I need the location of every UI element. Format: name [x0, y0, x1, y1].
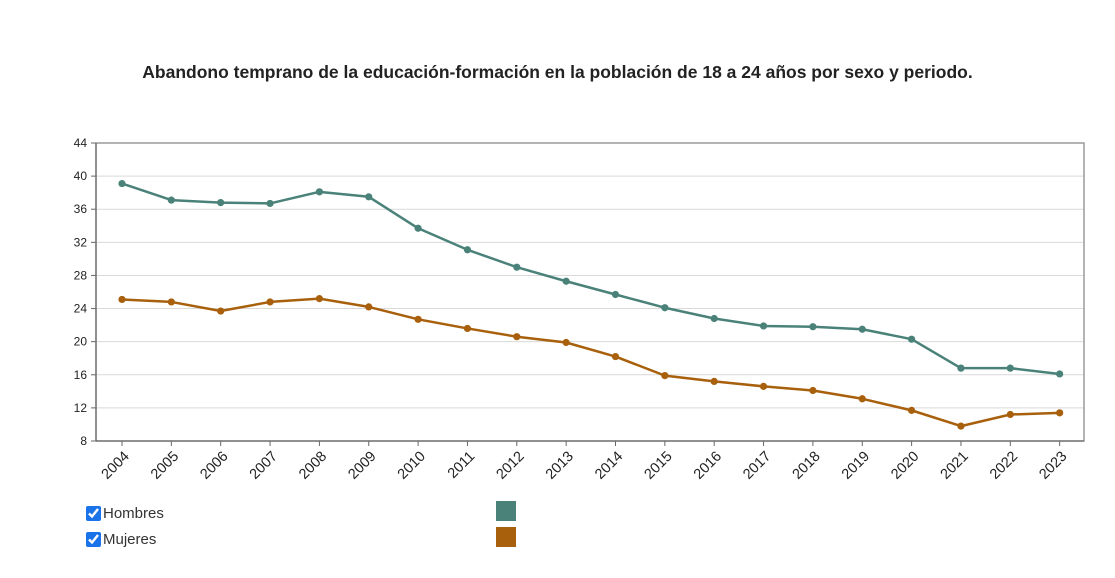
- x-tick-label: 2012: [493, 449, 527, 483]
- data-point-hombres: [908, 335, 916, 343]
- data-point-mujeres: [562, 338, 570, 347]
- mujeres-checkbox[interactable]: [86, 532, 101, 547]
- data-point-hombres: [661, 304, 669, 312]
- mujeres-color-swatch: [496, 527, 516, 547]
- y-tick-label: 32: [74, 235, 88, 249]
- x-tick-label: 2022: [987, 449, 1021, 483]
- y-tick-label: 24: [74, 302, 88, 316]
- data-point-hombres: [463, 246, 472, 254]
- y-tick-label: 40: [74, 169, 88, 183]
- data-point-mujeres: [167, 298, 175, 306]
- data-point-hombres: [365, 193, 373, 201]
- x-tick-label: 2016: [691, 449, 725, 483]
- data-point-hombres: [809, 323, 817, 331]
- data-point-mujeres: [315, 295, 323, 303]
- data-point-mujeres: [118, 295, 126, 304]
- y-tick-label: 20: [74, 335, 88, 349]
- x-tick-label: 2021: [938, 449, 972, 483]
- legend-item-hombres[interactable]: Hombres: [86, 505, 164, 522]
- x-tick-label: 2015: [642, 449, 676, 483]
- x-tick-label: 2013: [543, 449, 577, 483]
- x-tick-label: 2023: [1036, 449, 1070, 483]
- mujeres-legend-label[interactable]: Mujeres: [103, 531, 157, 548]
- data-point-hombres: [167, 196, 175, 204]
- hombres-legend-label[interactable]: Hombres: [103, 505, 164, 522]
- data-point-mujeres: [908, 406, 916, 414]
- x-tick-label: 2004: [99, 449, 133, 483]
- data-point-hombres: [1006, 364, 1014, 372]
- data-point-hombres: [759, 322, 768, 330]
- x-tick-label: 2009: [345, 449, 379, 483]
- data-point-mujeres: [414, 315, 422, 323]
- y-tick-label: 44: [74, 136, 88, 150]
- data-point-hombres: [513, 263, 521, 271]
- data-point-hombres: [414, 224, 422, 232]
- legend-item-mujeres[interactable]: Mujeres: [86, 531, 156, 548]
- x-tick-label: 2018: [790, 449, 824, 483]
- hombres-checkbox[interactable]: [86, 506, 101, 521]
- data-point-mujeres: [365, 303, 373, 311]
- data-point-mujeres: [513, 333, 521, 341]
- data-point-mujeres: [957, 422, 965, 430]
- data-point-hombres: [710, 314, 718, 323]
- y-tick-label: 36: [74, 202, 88, 216]
- hombres-color-swatch: [496, 501, 516, 521]
- x-tick-label: 2006: [197, 449, 231, 483]
- chart-title: Abandono temprano de la educación-formac…: [142, 62, 973, 82]
- x-tick-label: 2007: [247, 449, 281, 483]
- data-point-hombres: [217, 199, 225, 207]
- x-tick-label: 2010: [395, 449, 429, 483]
- x-tick-label: 2017: [740, 449, 774, 483]
- data-point-hombres: [1056, 370, 1064, 378]
- data-point-hombres: [957, 364, 965, 372]
- data-point-mujeres: [858, 395, 866, 403]
- data-point-mujeres: [759, 382, 768, 390]
- data-point-hombres: [611, 290, 620, 299]
- series-line-hombres: [121, 182, 1060, 376]
- data-point-mujeres: [809, 386, 817, 395]
- y-tick-label: 8: [80, 434, 87, 448]
- data-point-mujeres: [266, 298, 274, 306]
- data-point-hombres: [266, 199, 274, 208]
- data-point-hombres: [118, 179, 126, 188]
- x-tick-label: 2011: [445, 449, 478, 482]
- data-point-mujeres: [661, 372, 669, 380]
- data-point-hombres: [315, 188, 323, 196]
- data-point-mujeres: [217, 307, 225, 315]
- data-point-hombres: [858, 325, 866, 333]
- x-tick-label: 2014: [592, 449, 626, 483]
- x-tick-label: 2019: [839, 449, 873, 483]
- y-tick-label: 12: [74, 401, 88, 415]
- series-line-mujeres: [121, 297, 1060, 428]
- plot-area: [96, 143, 1084, 441]
- x-tick-label: 2008: [296, 449, 330, 483]
- y-tick-label: 16: [74, 368, 88, 382]
- y-tick-label: 28: [74, 268, 88, 282]
- data-point-mujeres: [710, 377, 718, 385]
- data-point-hombres: [562, 277, 570, 285]
- x-tick-label: 2005: [148, 449, 182, 483]
- data-point-mujeres: [1006, 410, 1014, 419]
- data-point-mujeres: [611, 352, 620, 361]
- data-point-mujeres: [1056, 409, 1064, 417]
- data-point-mujeres: [463, 324, 472, 333]
- x-tick-label: 2020: [888, 449, 922, 483]
- line-chart: 8 12 16 20 24 28 32 36 40 44 2004 2005 2006 2007 2008 2…: [74, 136, 1085, 483]
